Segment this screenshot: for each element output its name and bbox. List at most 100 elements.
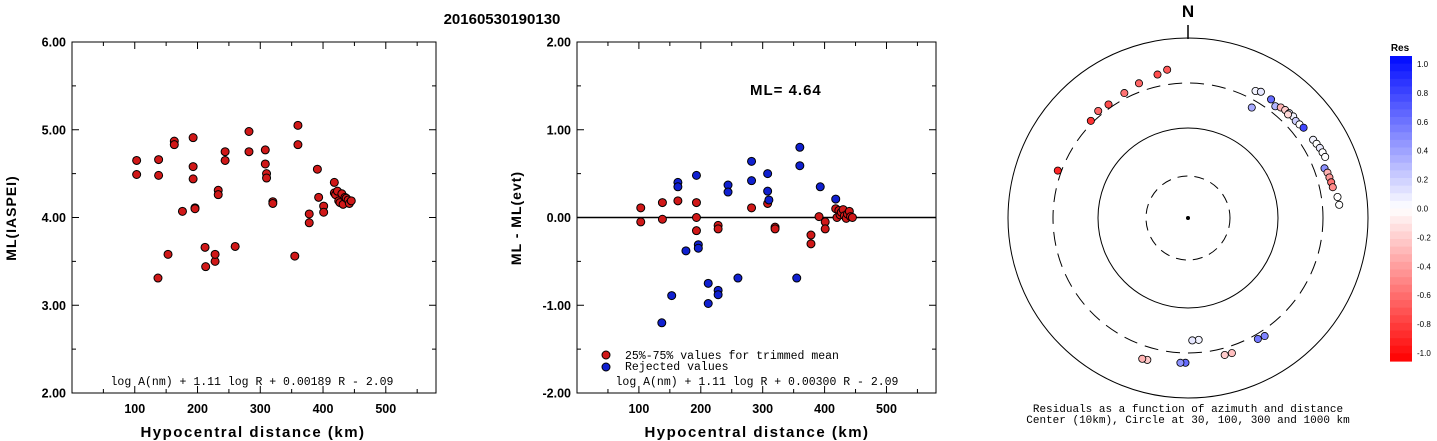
y-axis-label: ML(IASPEI) bbox=[3, 175, 19, 260]
station-point bbox=[1134, 79, 1143, 88]
data-point bbox=[153, 273, 163, 283]
data-point bbox=[220, 155, 230, 165]
x-axis-label: Hypocentral distance (km) bbox=[644, 424, 869, 441]
ml-residual-panel: ML - ML(evt) Hypocentral distance (km) M… bbox=[508, 36, 937, 441]
colorbar-cell bbox=[1390, 269, 1412, 278]
colorbar-cell bbox=[1390, 315, 1412, 324]
y-tick-label: 2.00 bbox=[547, 36, 571, 50]
colorbar-cell bbox=[1390, 254, 1412, 263]
station-point bbox=[1267, 95, 1276, 104]
x-tick-label: 400 bbox=[814, 402, 835, 416]
colorbar-cell bbox=[1390, 193, 1412, 202]
colorbar-cell bbox=[1390, 246, 1412, 255]
data-point bbox=[201, 262, 211, 272]
colorbar-cell bbox=[1390, 132, 1412, 141]
data-point bbox=[691, 170, 701, 180]
colorbar-cell bbox=[1390, 239, 1412, 248]
colorbar-cell bbox=[1390, 223, 1412, 232]
data-point bbox=[673, 182, 683, 192]
data-point bbox=[319, 207, 329, 217]
data-point bbox=[691, 198, 701, 208]
data-point bbox=[312, 164, 322, 174]
data-point bbox=[177, 206, 187, 216]
residual-colorbar: Res 1.0 0.8 0.6 0.4 0.2 0.0 -0.2 -0.4 -0.6 -0.8 -1… bbox=[1390, 43, 1431, 362]
azimuth-residual-panel: N Residuals as a function of azimuth and… bbox=[1007, 2, 1369, 427]
data-point bbox=[691, 226, 701, 236]
colorbar-cell bbox=[1390, 56, 1412, 65]
y-tick-label: 0.00 bbox=[547, 211, 571, 225]
colorbar-cell bbox=[1390, 292, 1412, 301]
data-point bbox=[831, 194, 841, 204]
epicenter-dot bbox=[1186, 216, 1190, 220]
colorbar-cell bbox=[1390, 300, 1412, 309]
ml-iaspei-panel: ML(IASPEI) Hypocentral distance (km) log… bbox=[3, 36, 437, 441]
data-point bbox=[764, 195, 774, 205]
y-tick-label: 4.00 bbox=[42, 211, 66, 225]
data-point bbox=[795, 161, 805, 171]
circle-300km bbox=[1052, 82, 1324, 354]
colorbar-cell bbox=[1390, 185, 1412, 194]
data-point bbox=[260, 145, 270, 155]
data-point bbox=[293, 120, 303, 130]
colorbar-tick-label: -1.0 bbox=[1417, 349, 1431, 358]
data-point bbox=[304, 209, 314, 219]
data-point bbox=[188, 133, 198, 143]
x-tick-label: 100 bbox=[628, 402, 649, 416]
data-point bbox=[262, 173, 272, 183]
legend-label-trimmed: 25%-75% values for trimmed mean bbox=[625, 350, 839, 363]
colorbar-cell bbox=[1390, 322, 1412, 332]
colorbar-tick-label: 0.4 bbox=[1417, 147, 1429, 156]
station-point bbox=[1188, 336, 1197, 345]
data-point bbox=[210, 249, 220, 259]
data-point bbox=[132, 155, 142, 165]
figure-title: 20160530190130 bbox=[444, 11, 561, 28]
station-point bbox=[1104, 100, 1113, 109]
colorbar-cell bbox=[1390, 63, 1412, 72]
station-point bbox=[1163, 65, 1172, 74]
legend-label-rejected: Rejected values bbox=[625, 361, 729, 374]
data-point bbox=[657, 198, 667, 208]
colorbar-tick-label: 0.0 bbox=[1417, 205, 1429, 214]
data-point bbox=[820, 224, 830, 234]
colorbar-cell bbox=[1390, 261, 1412, 271]
data-point bbox=[657, 318, 667, 328]
outer-circle-1000km bbox=[1007, 37, 1369, 399]
colorbar-cell bbox=[1390, 155, 1412, 164]
y-tick-label: 1.00 bbox=[547, 123, 571, 137]
legend-marker-rejected bbox=[601, 362, 611, 372]
colorbar-cell bbox=[1390, 284, 1412, 293]
y-tick-label: -1.00 bbox=[543, 299, 572, 313]
data-point bbox=[169, 140, 179, 150]
x-tick-label: 300 bbox=[250, 402, 271, 416]
station-point bbox=[1094, 107, 1103, 116]
data-point bbox=[673, 196, 683, 206]
circle-100km bbox=[1097, 127, 1279, 309]
station-point bbox=[1284, 110, 1293, 119]
colorbar-cell bbox=[1390, 124, 1412, 133]
data-point bbox=[293, 140, 303, 150]
data-point bbox=[230, 241, 240, 251]
data-point bbox=[154, 155, 164, 165]
data-point bbox=[268, 198, 278, 208]
colorbar-cell bbox=[1390, 162, 1412, 171]
formula-label: log A(nm) + 1.11 log R + 0.00300 R - 2.0… bbox=[616, 376, 899, 389]
station-point bbox=[1053, 166, 1062, 175]
data-point bbox=[733, 273, 743, 283]
data-point bbox=[636, 217, 646, 227]
data-point bbox=[190, 204, 200, 214]
data-point bbox=[220, 147, 230, 157]
x-axis-label: Hypocentral distance (km) bbox=[140, 424, 365, 441]
colorbar-tick-label: -0.4 bbox=[1417, 262, 1431, 271]
colorbar-cell bbox=[1390, 101, 1412, 110]
circle-30km bbox=[1145, 175, 1231, 261]
colorbar-cell bbox=[1390, 277, 1412, 286]
data-point bbox=[693, 243, 703, 253]
data-point bbox=[681, 246, 691, 256]
colorbar-cell bbox=[1390, 109, 1412, 118]
data-point bbox=[260, 159, 270, 169]
x-tick-label: 300 bbox=[752, 402, 773, 416]
x-tick-label: 500 bbox=[876, 402, 897, 416]
station-point bbox=[1120, 89, 1129, 98]
data-point bbox=[747, 203, 757, 213]
